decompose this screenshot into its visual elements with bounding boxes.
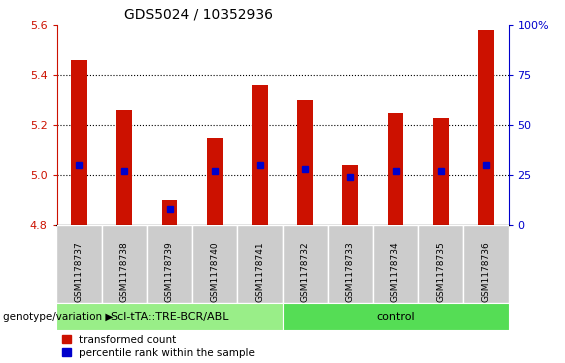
Bar <box>297 100 313 225</box>
Bar <box>463 225 508 303</box>
Text: GSM1178732: GSM1178732 <box>301 241 310 302</box>
Text: control: control <box>376 312 415 322</box>
Bar <box>147 225 192 303</box>
Bar <box>56 303 282 330</box>
Text: GSM1178736: GSM1178736 <box>481 241 490 302</box>
Text: genotype/variation ▶: genotype/variation ▶ <box>3 312 113 322</box>
Bar <box>237 225 282 303</box>
Bar <box>56 225 102 303</box>
Bar <box>282 225 328 303</box>
Text: Scl-tTA::TRE-BCR/ABL: Scl-tTA::TRE-BCR/ABL <box>110 312 229 322</box>
Bar <box>373 225 418 303</box>
Bar <box>102 225 147 303</box>
Text: GSM1178735: GSM1178735 <box>436 241 445 302</box>
Bar <box>252 85 268 225</box>
Text: GSM1178738: GSM1178738 <box>120 241 129 302</box>
Text: GSM1178733: GSM1178733 <box>346 241 355 302</box>
Bar <box>342 165 358 225</box>
Bar <box>388 113 403 225</box>
Text: GSM1178737: GSM1178737 <box>75 241 84 302</box>
Bar <box>433 118 449 225</box>
Bar <box>478 30 494 225</box>
Text: GSM1178741: GSM1178741 <box>255 241 264 302</box>
Bar <box>116 110 132 225</box>
Bar <box>418 225 463 303</box>
Legend: transformed count, percentile rank within the sample: transformed count, percentile rank withi… <box>62 335 255 358</box>
Text: GSM1178740: GSM1178740 <box>210 241 219 302</box>
Text: GSM1178739: GSM1178739 <box>165 241 174 302</box>
Text: GDS5024 / 10352936: GDS5024 / 10352936 <box>124 8 273 21</box>
Bar <box>162 200 177 225</box>
Bar <box>207 138 223 225</box>
Bar <box>192 225 237 303</box>
Bar <box>328 225 373 303</box>
Text: GSM1178734: GSM1178734 <box>391 241 400 302</box>
Bar <box>71 60 87 225</box>
Bar <box>282 303 508 330</box>
